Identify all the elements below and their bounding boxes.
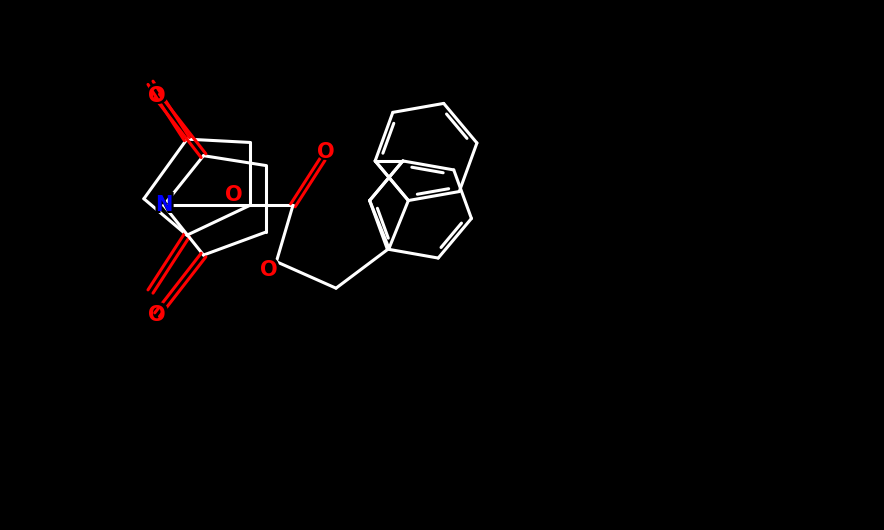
Text: O: O (317, 143, 335, 162)
Text: O: O (256, 255, 280, 284)
Text: O: O (260, 260, 278, 280)
Text: N: N (155, 196, 172, 215)
Text: O: O (149, 305, 166, 325)
Text: O: O (145, 301, 169, 329)
Text: O: O (222, 181, 245, 209)
Text: N: N (152, 191, 175, 219)
Text: O: O (225, 186, 242, 206)
Text: O: O (315, 138, 338, 166)
Text: O: O (145, 82, 169, 110)
Text: O: O (149, 86, 166, 106)
